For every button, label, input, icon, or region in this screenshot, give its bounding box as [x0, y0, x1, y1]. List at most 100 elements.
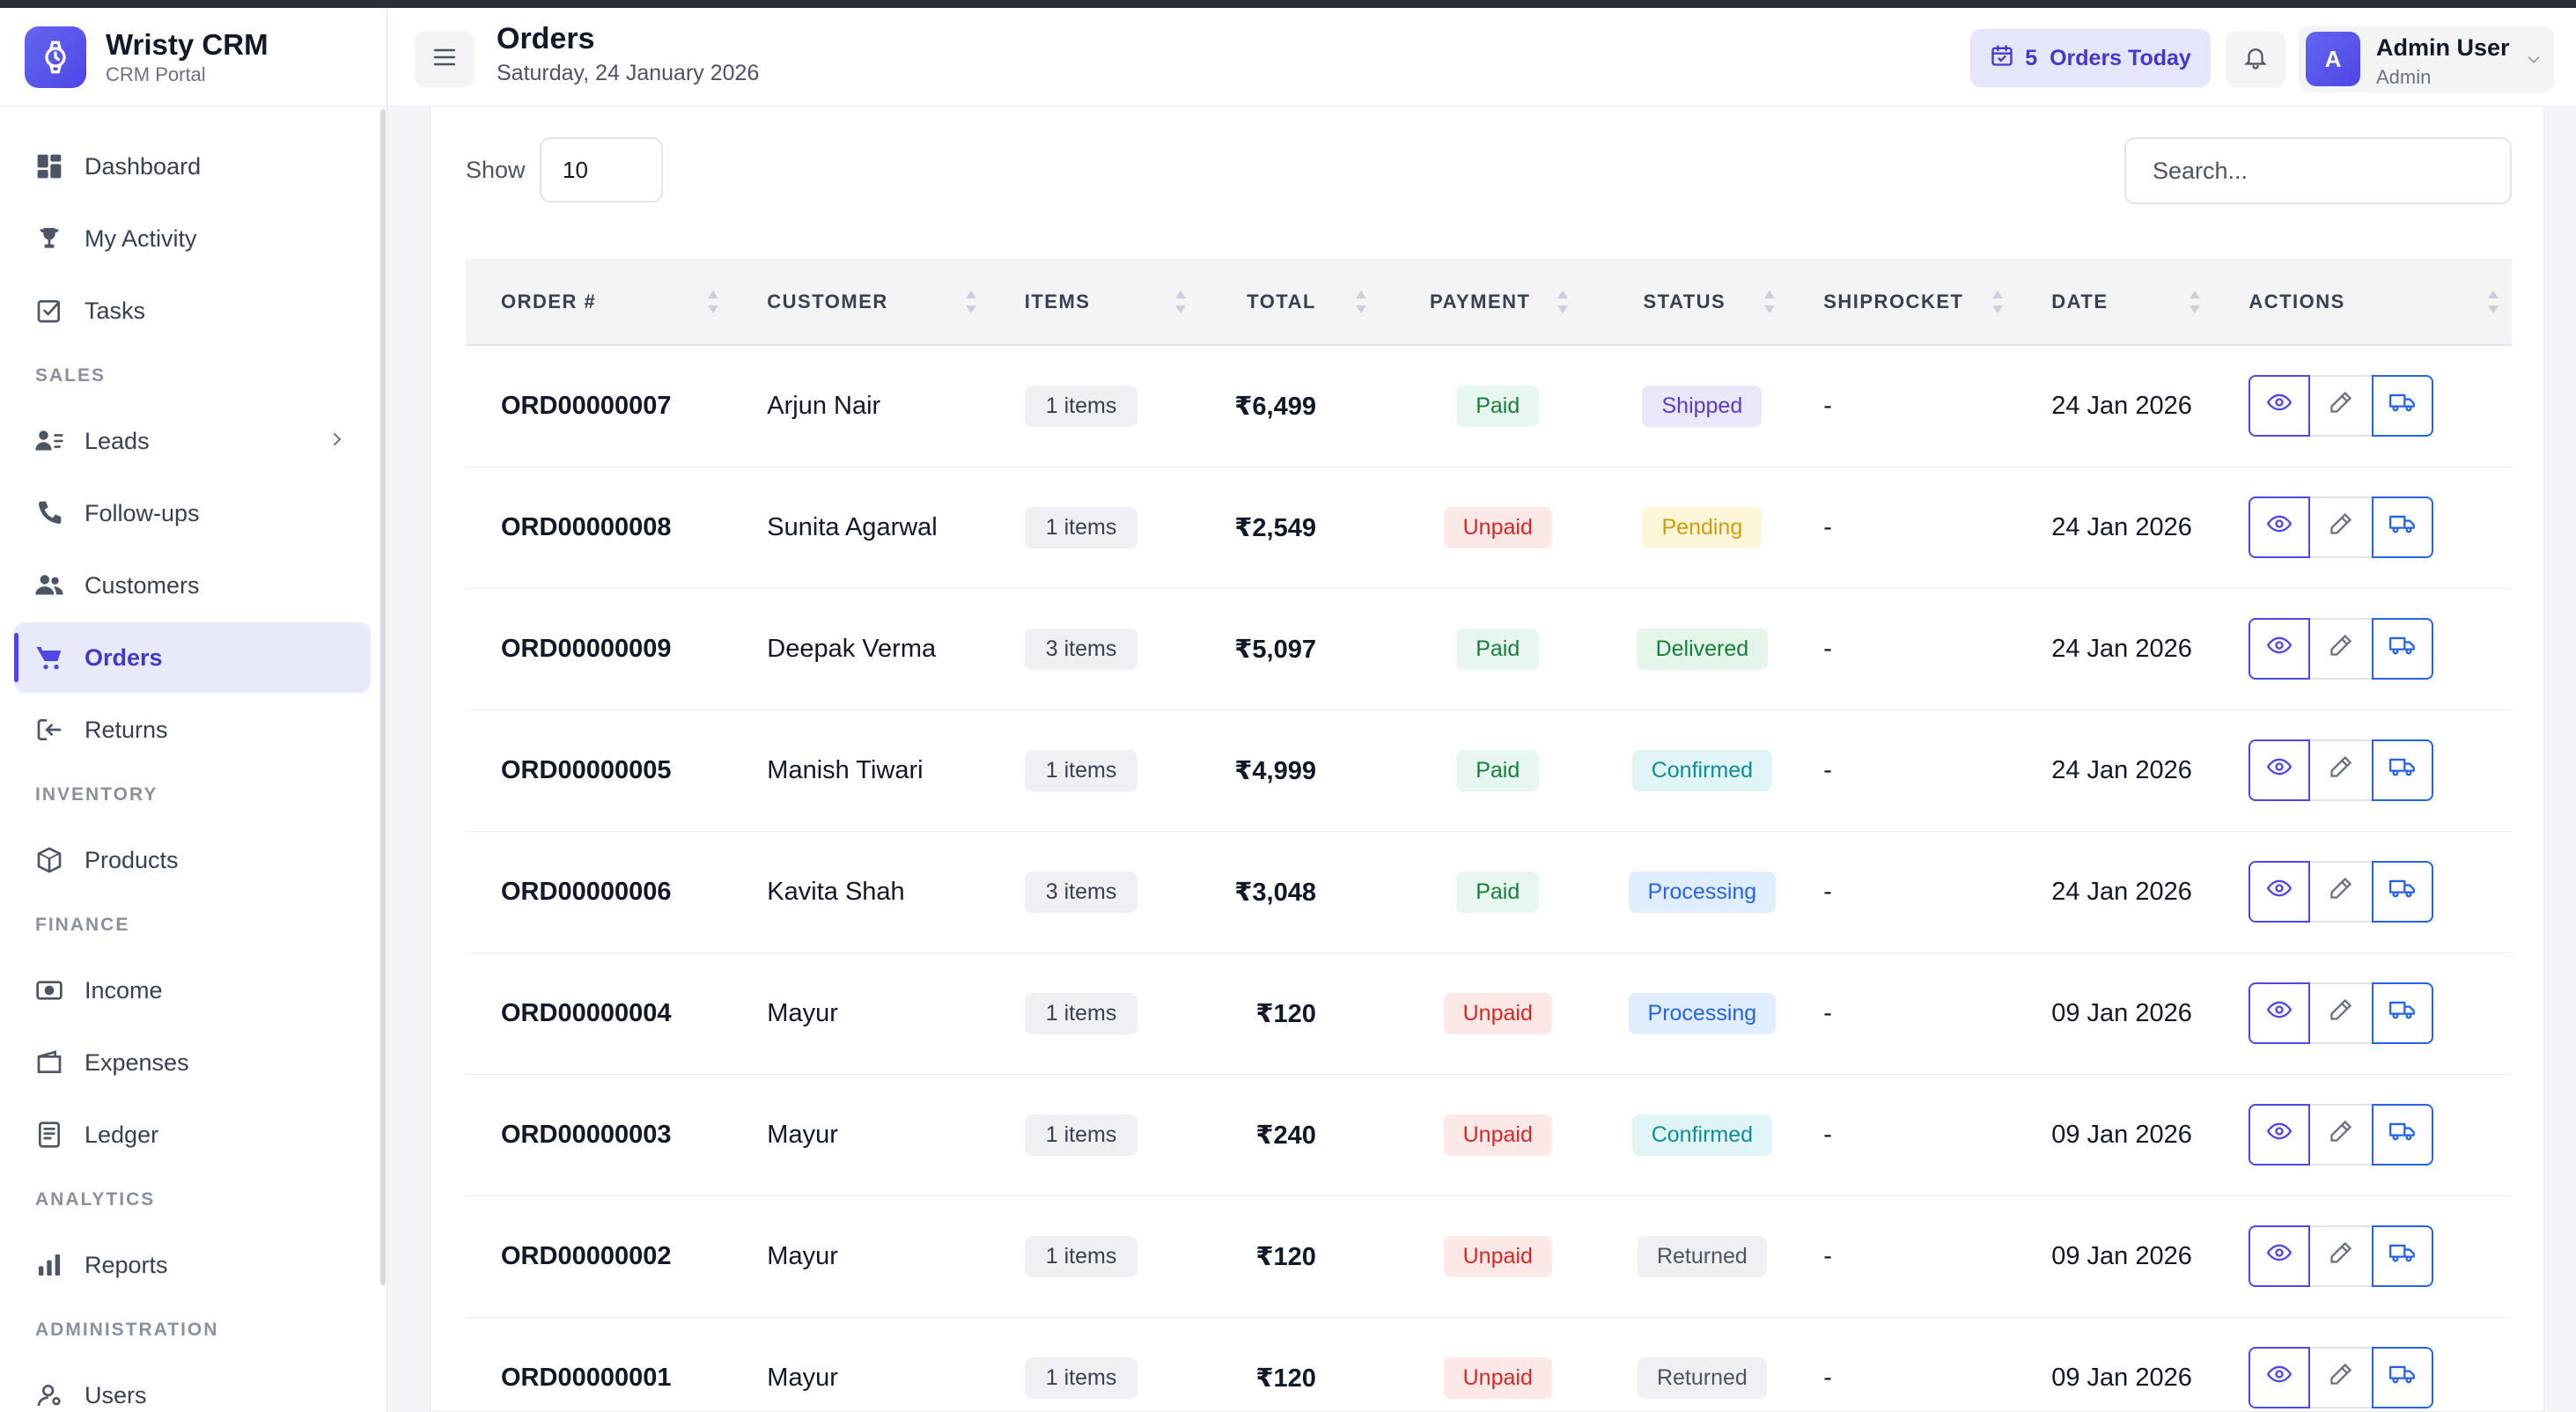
- menu-toggle-button[interactable]: [415, 31, 475, 87]
- table-row[interactable]: ORD00000007 Arjun Nair 1 items ₹6,499 Pa…: [466, 345, 2512, 467]
- sidebar-item-label: Tasks: [85, 297, 146, 324]
- edit-order-button[interactable]: [2310, 375, 2373, 438]
- edit-order-button[interactable]: [2310, 496, 2373, 558]
- sidebar-item-dashboard[interactable]: Dashboard: [14, 131, 371, 202]
- payment-status-badge: Paid: [1456, 628, 1540, 670]
- order-number-link[interactable]: ORD00000003: [501, 1120, 672, 1149]
- view-order-button[interactable]: [2248, 739, 2311, 801]
- sidebar-scrollbar[interactable]: [380, 109, 386, 1285]
- table-row[interactable]: ORD00000005 Manish Tiwari 1 items ₹4,999…: [466, 710, 2512, 831]
- table-row[interactable]: ORD00000009 Deepak Verma 3 items ₹5,097 …: [466, 588, 2512, 710]
- items-count-badge: 1 items: [1024, 1114, 1138, 1156]
- edit-order-button[interactable]: [2310, 739, 2373, 801]
- order-number-link[interactable]: ORD00000004: [501, 998, 672, 1027]
- view-order-button[interactable]: [2248, 861, 2311, 923]
- view-order-button[interactable]: [2248, 1225, 2311, 1287]
- sidebar-item-ledger[interactable]: Ledger: [14, 1099, 371, 1170]
- sidebar-item-customers[interactable]: Customers: [14, 550, 371, 621]
- column-header-shiprocket[interactable]: SHIPROCKET: [1788, 259, 2016, 345]
- order-number-link[interactable]: ORD00000008: [501, 512, 672, 541]
- row-actions: [2248, 739, 2512, 801]
- order-number-link[interactable]: ORD00000002: [501, 1241, 672, 1270]
- pencil-icon: [2329, 997, 2353, 1029]
- view-order-button[interactable]: [2248, 1104, 2311, 1166]
- column-header-customer[interactable]: CUSTOMER: [732, 259, 989, 345]
- pencil-icon: [2329, 1362, 2353, 1394]
- customer-name: Mayur: [767, 1241, 838, 1270]
- ship-order-button[interactable]: [2372, 739, 2434, 801]
- sidebar-item-reports[interactable]: Reports: [14, 1230, 371, 1300]
- ship-order-button[interactable]: [2372, 375, 2434, 438]
- orders-today-badge[interactable]: 5 Orders Today: [1970, 29, 2211, 87]
- column-header-date[interactable]: DATE: [2016, 259, 2213, 345]
- ship-order-button[interactable]: [2372, 618, 2434, 680]
- order-number-link[interactable]: ORD00000001: [501, 1363, 672, 1392]
- payment-status-badge: Unpaid: [1443, 1357, 1552, 1399]
- view-order-button[interactable]: [2248, 982, 2311, 1044]
- table-row[interactable]: ORD00000004 Mayur 1 items ₹120 Unpaid Pr…: [466, 952, 2512, 1074]
- sidebar-item-orders[interactable]: Orders: [14, 622, 371, 693]
- column-header-total[interactable]: TOTAL: [1199, 259, 1380, 345]
- table-row[interactable]: ORD00000006 Kavita Shah 3 items ₹3,048 P…: [466, 831, 2512, 952]
- search-input[interactable]: [2124, 137, 2512, 204]
- order-number-link[interactable]: ORD00000009: [501, 634, 672, 663]
- hamburger-icon: [432, 48, 457, 71]
- order-number-link[interactable]: ORD00000007: [501, 391, 672, 420]
- ship-order-button[interactable]: [2372, 496, 2434, 558]
- bell-icon: [2242, 44, 2269, 75]
- eye-icon: [2267, 876, 2293, 908]
- order-number-link[interactable]: ORD00000005: [501, 755, 672, 784]
- sidebar-item-follow-ups[interactable]: Follow-ups: [14, 478, 371, 548]
- edit-order-button[interactable]: [2310, 1225, 2373, 1287]
- column-header-items[interactable]: ITEMS: [990, 259, 1199, 345]
- column-header-payment[interactable]: PAYMENT: [1380, 259, 1581, 345]
- order-date: 24 Jan 2026: [2051, 512, 2192, 541]
- edit-order-button[interactable]: [2310, 1347, 2373, 1408]
- page-size-select[interactable]: 10: [540, 137, 663, 202]
- table-row[interactable]: ORD00000003 Mayur 1 items ₹240 Unpaid Co…: [466, 1074, 2512, 1195]
- customer-name: Deepak Verma: [767, 634, 937, 663]
- sidebar-item-leads[interactable]: Leads: [14, 406, 371, 476]
- sidebar-item-products[interactable]: Products: [14, 825, 371, 895]
- sidebar-item-returns[interactable]: Returns: [14, 695, 371, 765]
- sidebar-item-label: Customers: [85, 571, 200, 599]
- ship-order-button[interactable]: [2372, 982, 2434, 1044]
- sidebar-item-my-activity[interactable]: My Activity: [14, 203, 371, 274]
- watch-icon: [25, 26, 86, 88]
- table-row[interactable]: ORD00000002 Mayur 1 items ₹120 Unpaid Re…: [466, 1195, 2512, 1317]
- sidebar-nav: Dashboard My Activity Tasks SALES Leads F…: [0, 107, 386, 1412]
- view-order-button[interactable]: [2248, 496, 2311, 558]
- sidebar-section-sales: SALES: [35, 365, 107, 386]
- user-menu[interactable]: A Admin User Admin: [2299, 26, 2554, 92]
- pencil-icon: [2329, 633, 2353, 665]
- view-order-button[interactable]: [2248, 1347, 2311, 1408]
- column-header-order-number[interactable]: ORDER #: [466, 259, 732, 345]
- column-header-label: TOTAL: [1247, 290, 1316, 313]
- column-header-status[interactable]: STATUS: [1581, 259, 1789, 345]
- edit-order-button[interactable]: [2310, 982, 2373, 1044]
- view-order-button[interactable]: [2248, 618, 2311, 680]
- ship-order-button[interactable]: [2372, 1225, 2434, 1287]
- ship-order-button[interactable]: [2372, 861, 2434, 923]
- sidebar-item-income[interactable]: Income: [14, 955, 371, 1026]
- table-row[interactable]: ORD00000001 Mayur 1 items ₹120 Unpaid Re…: [466, 1317, 2512, 1412]
- shiprocket-value: -: [1823, 1241, 1832, 1270]
- edit-order-button[interactable]: [2310, 618, 2373, 680]
- edit-order-button[interactable]: [2310, 1104, 2373, 1166]
- notifications-button[interactable]: [2226, 31, 2285, 87]
- brand[interactable]: Wristy CRM CRM Portal: [0, 8, 386, 107]
- table-row[interactable]: ORD00000008 Sunita Agarwal 1 items ₹2,54…: [466, 467, 2512, 588]
- view-order-button[interactable]: [2248, 375, 2311, 438]
- column-header-actions[interactable]: ACTIONS: [2213, 259, 2512, 345]
- sidebar-item-users[interactable]: Users: [14, 1360, 371, 1412]
- pencil-icon: [2329, 754, 2353, 786]
- edit-order-button[interactable]: [2310, 861, 2373, 923]
- order-date: 09 Jan 2026: [2051, 998, 2192, 1027]
- order-number-link[interactable]: ORD00000006: [501, 877, 672, 906]
- ship-order-button[interactable]: [2372, 1347, 2434, 1408]
- sidebar-item-label: Returns: [85, 716, 168, 743]
- sidebar-item-expenses[interactable]: Expenses: [14, 1027, 371, 1098]
- sidebar-item-tasks[interactable]: Tasks: [14, 276, 371, 346]
- items-count-badge: 3 items: [1024, 628, 1138, 670]
- ship-order-button[interactable]: [2372, 1104, 2434, 1166]
